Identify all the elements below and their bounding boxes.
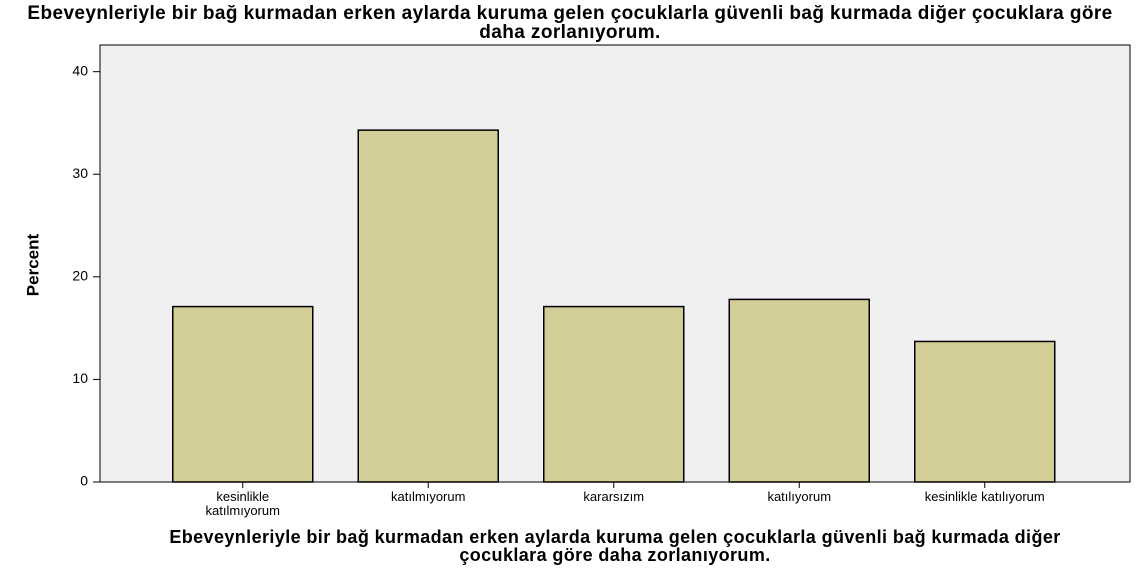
bar [728, 298, 870, 483]
y-tick-label: 20 [72, 268, 88, 284]
x-tick-label: katılmıyorum [391, 489, 466, 504]
y-axis-label: Percent [23, 233, 42, 296]
x-tick-label: kararsızım [583, 489, 645, 504]
y-tick-label: 10 [72, 370, 88, 386]
bar [357, 129, 499, 483]
x-tick-label: kesinlikle katılıyorum [924, 489, 1045, 504]
x-tick-label: kesinlikle katılmıyorum [205, 489, 280, 518]
x-tick-label: katılıyorum [767, 489, 832, 504]
x-axis-label: Ebeveynleriyle bir bağ kurmadan erken ay… [169, 527, 1061, 565]
chart-title: Ebeveynleriyle bir bağ kurmadan erken ay… [27, 3, 1113, 43]
y-tick-label: 0 [80, 473, 88, 489]
y-tick-label: 40 [72, 62, 88, 78]
y-tick-label: 30 [72, 165, 88, 181]
bar [543, 305, 685, 483]
bar [172, 305, 314, 483]
bar [914, 340, 1056, 483]
